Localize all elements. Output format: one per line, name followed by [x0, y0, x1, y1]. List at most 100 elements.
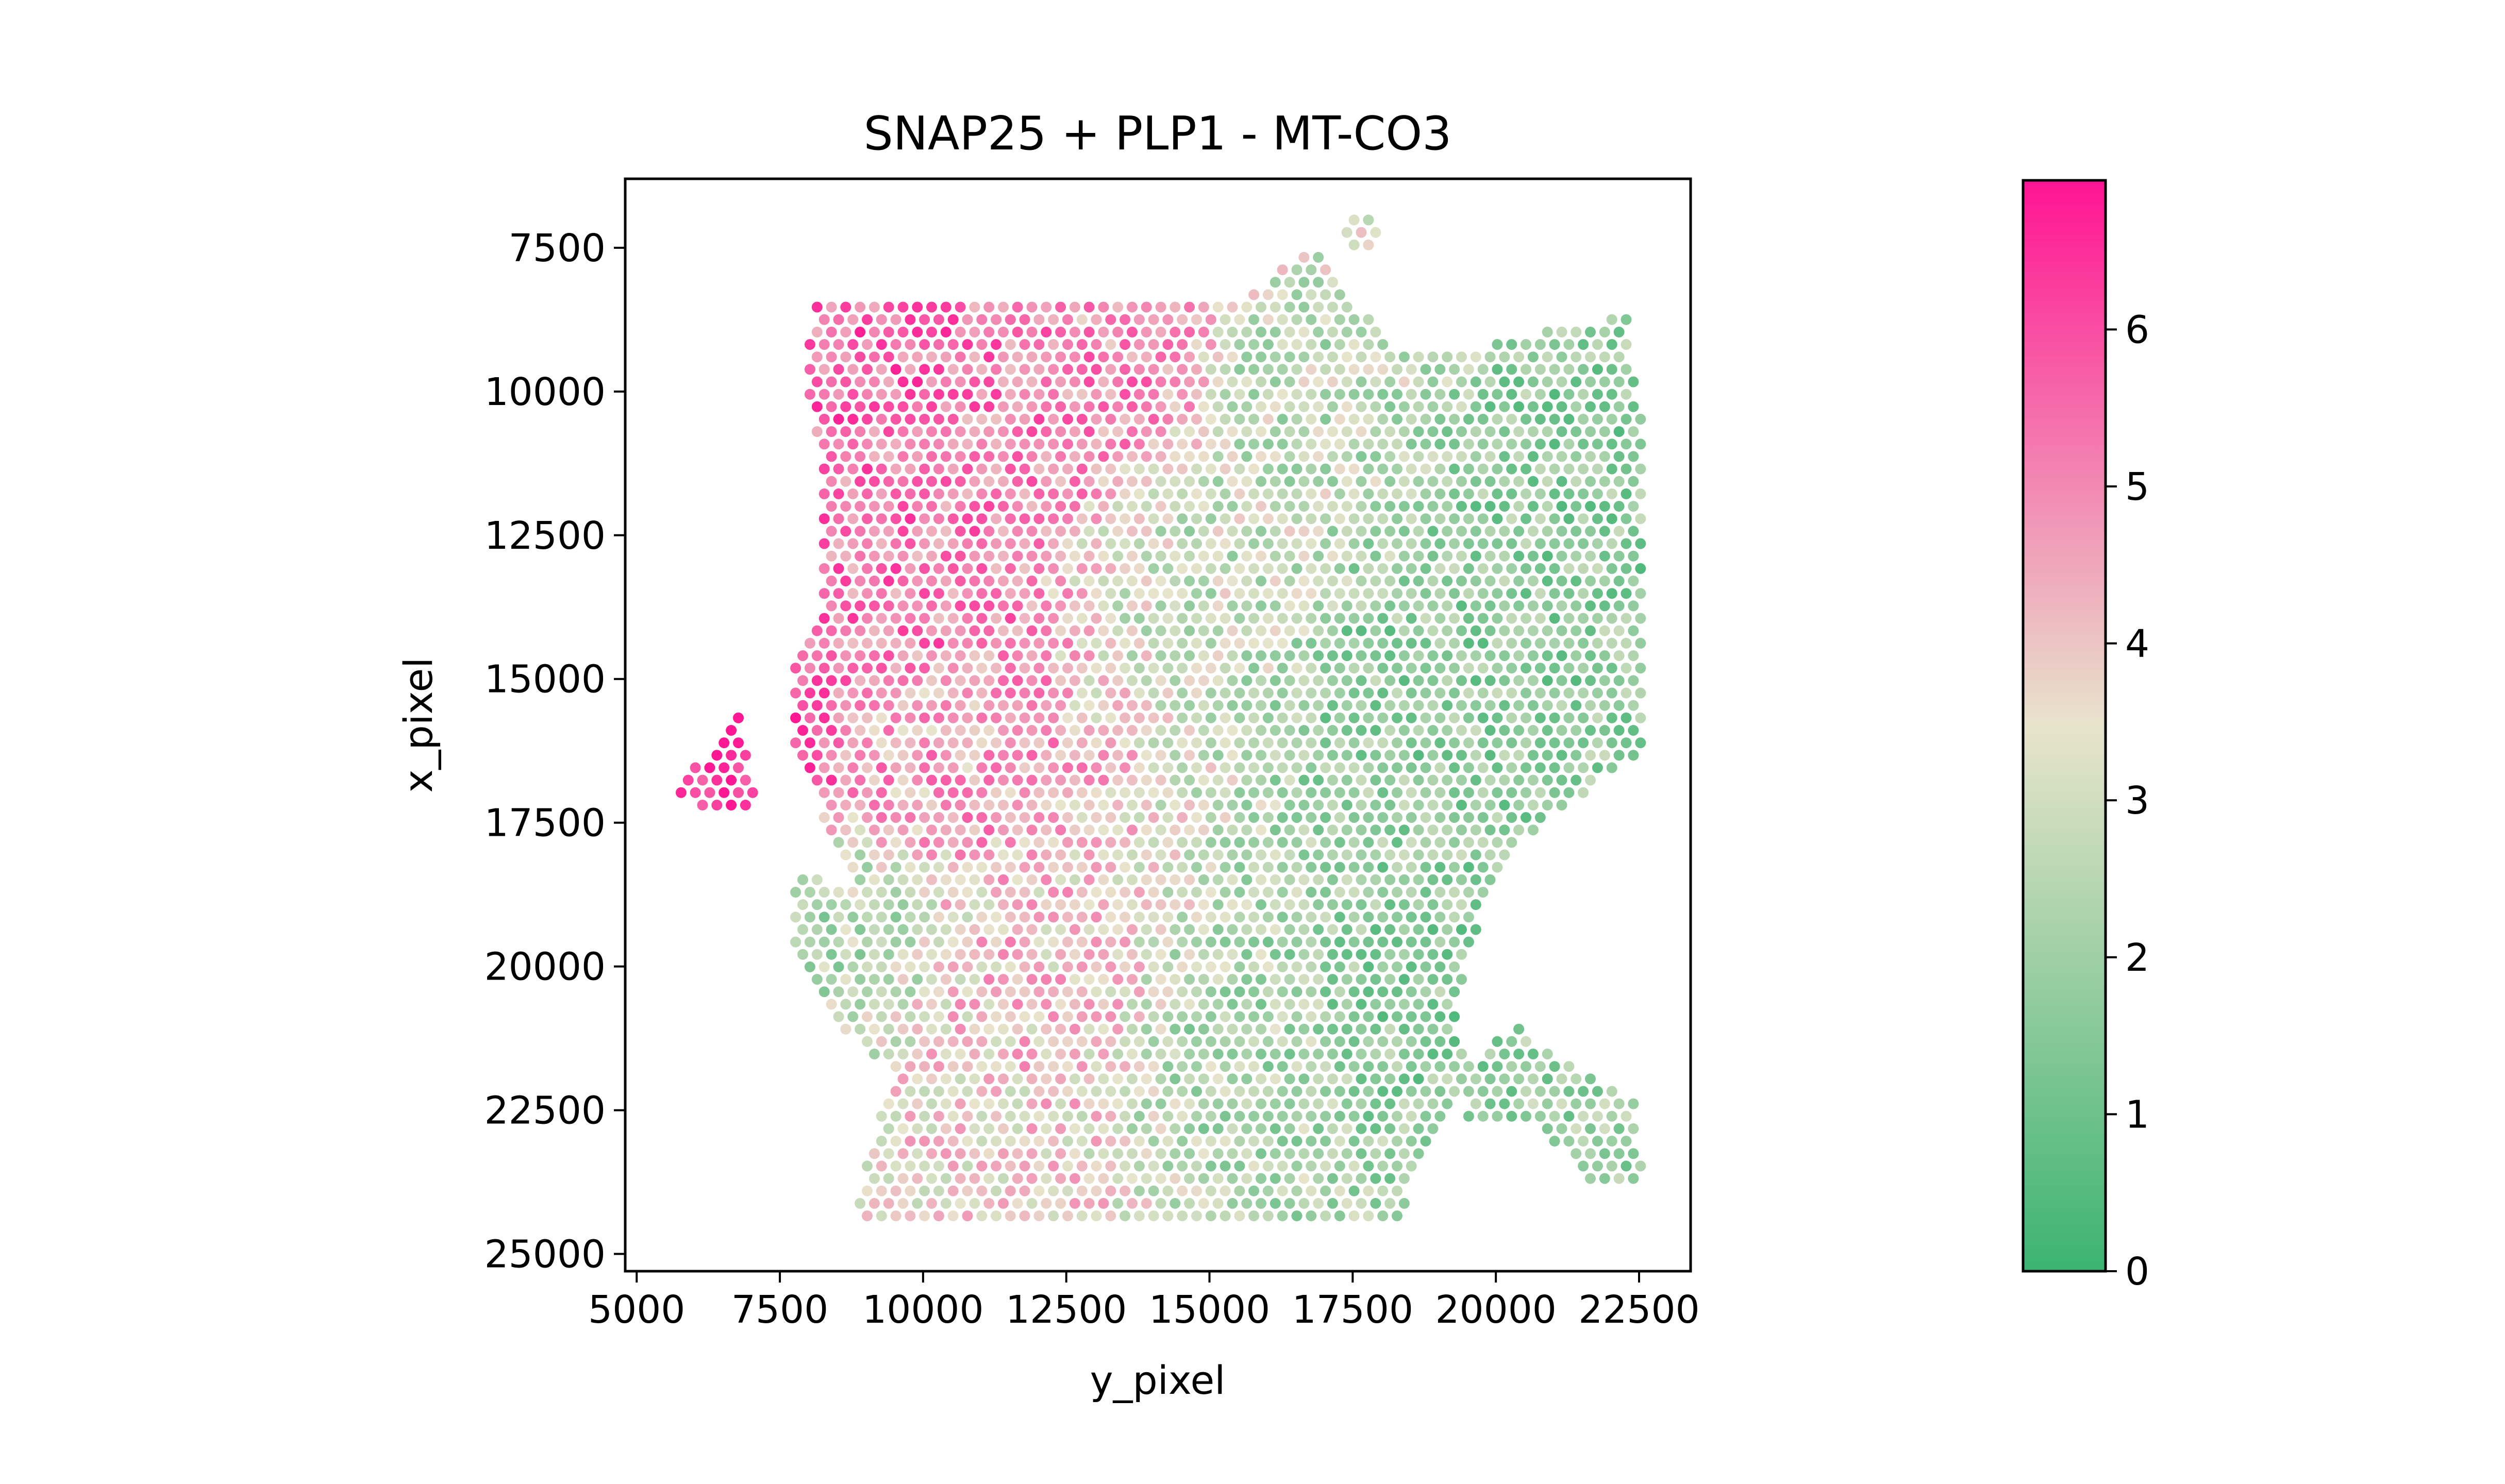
spot-point	[1256, 799, 1266, 811]
spot-point	[1048, 588, 1059, 599]
spot-point	[976, 364, 988, 375]
spot-point	[955, 1098, 966, 1109]
spot-point	[1148, 1185, 1159, 1196]
spot-point	[1434, 439, 1446, 450]
spot-point	[1227, 301, 1238, 313]
spot-point	[1449, 613, 1460, 624]
spot-point	[1527, 1073, 1539, 1085]
spot-point	[1327, 700, 1338, 711]
spot-point	[969, 750, 980, 761]
spot-point	[1377, 1136, 1389, 1147]
spot-point	[847, 364, 859, 375]
spot-point	[955, 351, 966, 363]
spot-point	[1449, 712, 1460, 723]
spot-point	[1220, 812, 1231, 823]
spot-point	[1205, 339, 1216, 350]
spot-point	[1012, 625, 1023, 636]
spot-point	[1198, 476, 1209, 487]
spot-point	[912, 1073, 923, 1085]
spot-point	[955, 476, 966, 487]
spot-point	[1563, 339, 1575, 350]
spot-point	[991, 912, 1002, 923]
spot-point	[976, 837, 988, 848]
spot-point	[1098, 501, 1109, 512]
spot-point	[1270, 576, 1281, 586]
spot-point	[1220, 687, 1231, 699]
spot-point	[926, 824, 937, 836]
spot-point	[1313, 301, 1324, 313]
spot-point	[711, 774, 723, 786]
spot-point	[1055, 700, 1066, 711]
spot-point	[1327, 1123, 1338, 1134]
spot-point	[1298, 326, 1310, 338]
spot-point	[1477, 737, 1489, 749]
spot-point	[1413, 1148, 1424, 1159]
spot-point	[819, 613, 830, 624]
spot-point	[1284, 326, 1295, 338]
spot-point	[1327, 724, 1338, 736]
spot-point	[1170, 999, 1181, 1010]
spot-point	[804, 912, 815, 923]
spot-point	[1542, 376, 1553, 387]
spot-point	[1120, 1110, 1131, 1122]
spot-point	[1291, 563, 1302, 574]
spot-point	[1205, 538, 1216, 549]
spot-point	[1105, 862, 1116, 873]
spot-point	[1434, 961, 1446, 972]
spot-point	[1377, 637, 1389, 649]
spot-point	[1549, 1086, 1560, 1097]
spot-point	[883, 476, 894, 487]
spot-point	[1392, 513, 1402, 525]
spot-point	[1356, 501, 1367, 512]
spot-point	[1621, 314, 1632, 325]
spot-point	[1434, 762, 1446, 773]
spot-point	[1506, 389, 1517, 400]
spot-point	[940, 476, 951, 487]
spot-point	[1262, 1036, 1274, 1047]
spot-point	[1413, 949, 1424, 960]
spot-point	[1348, 787, 1360, 798]
spot-point	[1277, 762, 1288, 773]
spot-point	[1083, 301, 1095, 313]
spot-point	[1026, 874, 1038, 885]
spot-point	[1442, 899, 1453, 910]
spot-point	[1033, 837, 1045, 848]
spot-point	[1198, 750, 1209, 761]
spot-point	[1291, 737, 1302, 749]
spot-point	[1191, 414, 1202, 425]
spot-point	[1005, 1086, 1016, 1097]
spot-point	[862, 712, 873, 723]
spot-point	[1306, 1210, 1317, 1222]
spot-point	[1356, 1198, 1367, 1209]
spot-point	[1248, 463, 1260, 475]
spot-point	[947, 1160, 959, 1172]
spot-point	[862, 737, 873, 749]
spot-point	[804, 389, 815, 400]
spot-point	[1334, 936, 1345, 948]
spot-point	[1348, 364, 1360, 375]
spot-point	[1177, 1210, 1188, 1222]
spot-point	[1198, 401, 1209, 412]
spot-point	[1320, 986, 1331, 998]
spot-point	[1133, 887, 1145, 898]
spot-point	[962, 986, 973, 998]
spot-point	[1076, 439, 1088, 450]
spot-point	[1012, 874, 1023, 885]
spot-point	[1041, 1123, 1052, 1134]
spot-point	[1256, 974, 1266, 985]
spot-point	[1241, 1148, 1252, 1159]
spot-point	[1306, 663, 1317, 674]
spot-point	[1019, 961, 1030, 972]
spot-point	[1198, 526, 1209, 537]
spot-point	[819, 912, 830, 923]
spot-point	[1112, 1049, 1124, 1059]
spot-point	[1284, 451, 1295, 462]
spot-point	[1556, 625, 1567, 636]
spot-point	[969, 1098, 980, 1109]
spot-point	[1227, 326, 1238, 338]
spot-point	[1341, 625, 1352, 636]
spot-point	[1370, 1123, 1381, 1134]
spot-point	[1377, 986, 1389, 998]
spot-point	[1227, 351, 1238, 363]
spot-point	[1019, 637, 1030, 649]
